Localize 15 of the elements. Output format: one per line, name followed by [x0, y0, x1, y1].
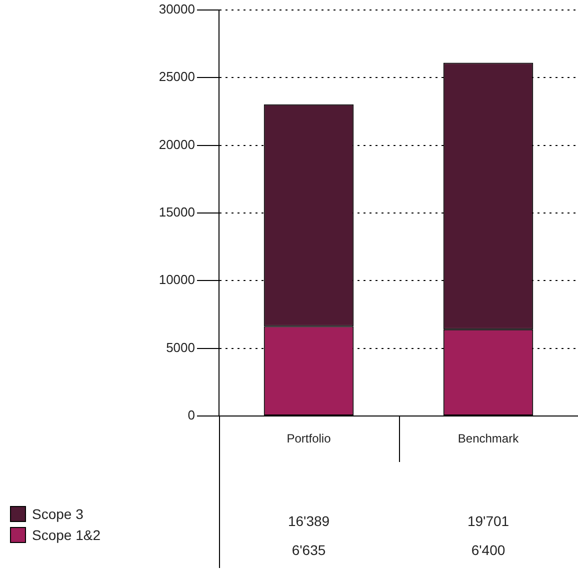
- data-label: 19'701: [467, 512, 510, 529]
- y-tick-label: 25000: [158, 69, 195, 84]
- y-tick-label: 10000: [158, 272, 195, 288]
- data-label: 6'400: [471, 542, 506, 558]
- x-tick-label: Portfolio: [286, 432, 332, 446]
- data-label: 16'389: [288, 512, 330, 529]
- x-tick-label: Benchmark: [458, 432, 520, 446]
- y-tick-label: 5000: [166, 340, 195, 355]
- legend-label: Scope 1&2: [32, 526, 100, 542]
- legend-label: Scope 3: [32, 506, 84, 522]
- y-tick-label: 15000: [158, 204, 195, 220]
- y-tick-label: 20000: [158, 136, 195, 152]
- y-tick-label: 0: [188, 408, 195, 423]
- data-label: 6'635: [292, 542, 326, 558]
- y-tick-label: 30000: [158, 2, 195, 17]
